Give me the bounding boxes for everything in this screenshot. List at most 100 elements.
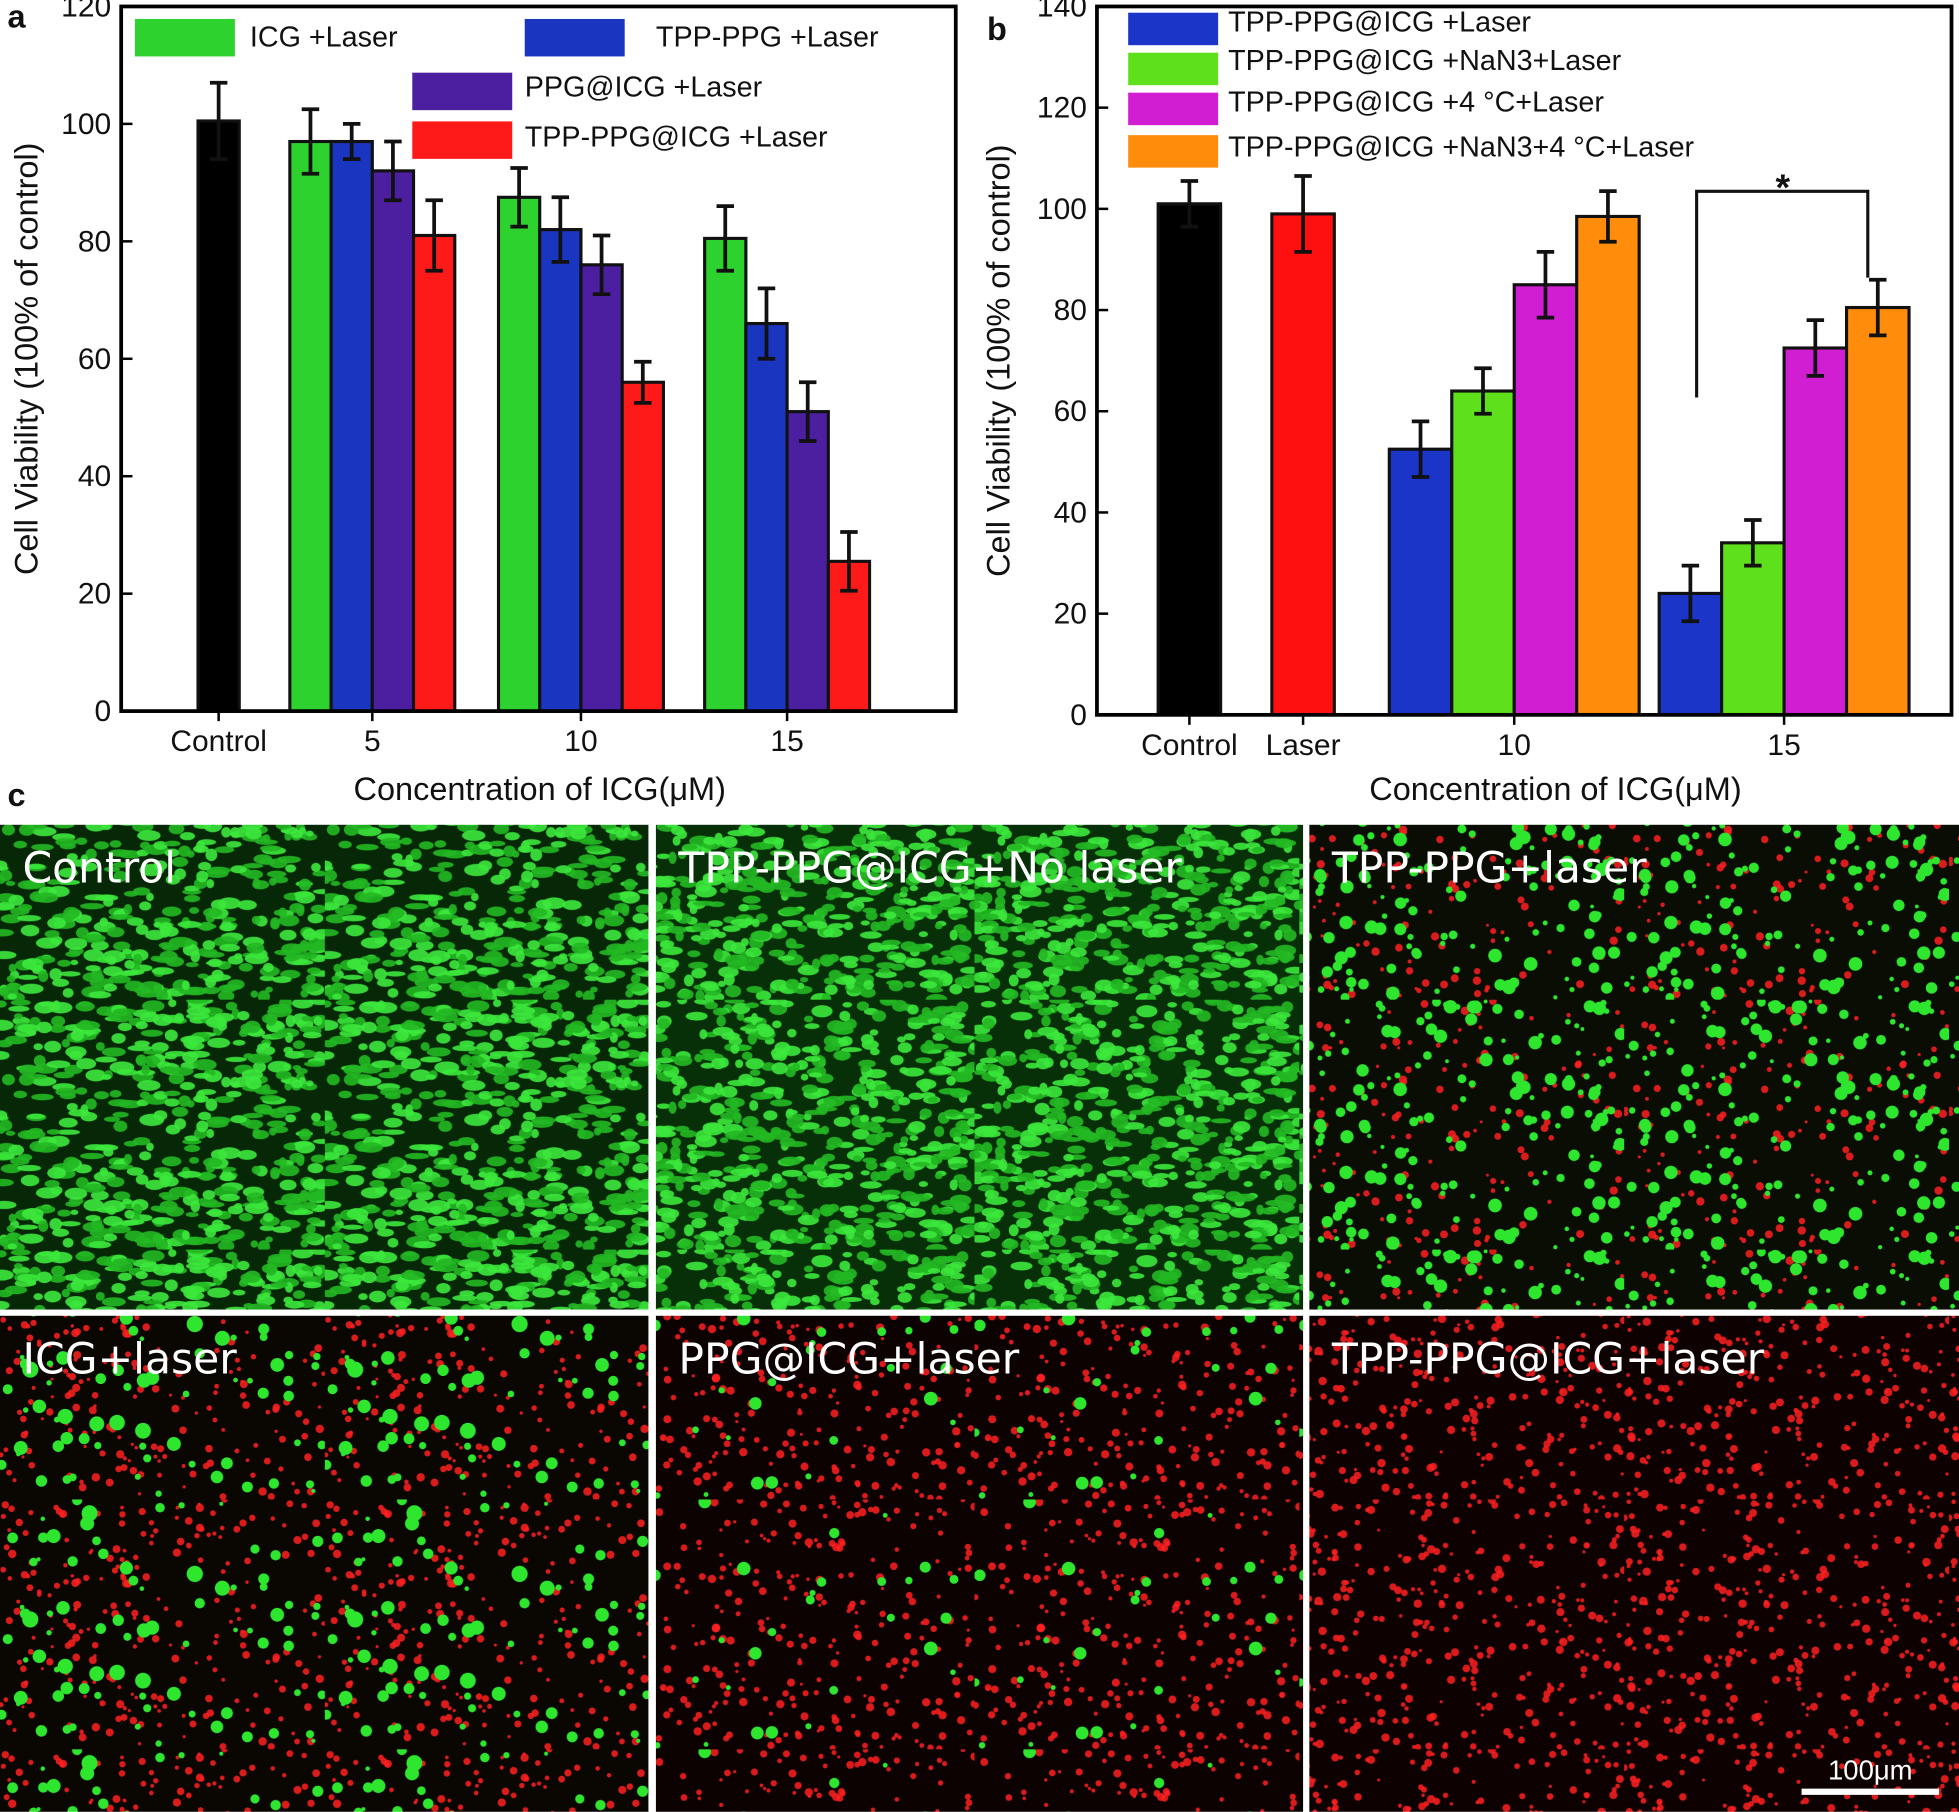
- error-bar: [1411, 419, 1430, 479]
- legend-label: ICG +Laser: [250, 21, 398, 53]
- bar: [496, 195, 542, 713]
- plot-frame: [1095, 4, 1954, 717]
- y-tick-label: 100: [61, 108, 111, 141]
- y-tick-label: 120: [1037, 92, 1087, 125]
- error-bar: [1744, 518, 1762, 568]
- micrograph: [655, 1315, 1304, 1812]
- legend-swatch: [412, 121, 513, 159]
- bar: [1575, 214, 1641, 717]
- micrograph: [1309, 824, 1959, 1310]
- error-bar: [209, 80, 228, 162]
- error-bar: [1806, 318, 1825, 378]
- legend-swatch: [1128, 52, 1219, 86]
- y-tick-label: 40: [78, 460, 111, 493]
- bar: [329, 139, 374, 713]
- error-bar: [1681, 563, 1700, 624]
- micrograph: [0, 824, 649, 1310]
- y-tick-label: 140: [1037, 0, 1087, 23]
- error-bar: [1180, 179, 1199, 229]
- legend-label: TPP-PPG@ICG +Laser: [525, 121, 828, 153]
- bar: [620, 380, 665, 713]
- error-bar: [1474, 366, 1492, 416]
- error-bar: [384, 139, 402, 203]
- error-bar: [716, 204, 735, 273]
- error-bar: [1536, 249, 1555, 320]
- x-tick-label: Control: [1141, 729, 1238, 762]
- error-bar: [1599, 189, 1617, 244]
- bar: [579, 263, 624, 713]
- legend-swatch: [1128, 135, 1219, 168]
- bar: [1782, 346, 1849, 717]
- error-bar: [301, 107, 320, 176]
- bar: [1270, 212, 1336, 717]
- bar: [196, 119, 241, 713]
- bar: [1512, 283, 1579, 717]
- bar: [703, 236, 748, 713]
- legend-swatch: [134, 18, 235, 57]
- y-tick-label: 20: [1054, 598, 1087, 631]
- error-bar: [798, 380, 817, 443]
- scale-bar-label: 100μm: [1828, 1754, 1913, 1785]
- legend-label: TPP-PPG +Laser: [656, 21, 879, 53]
- error-bar: [757, 286, 776, 361]
- error-bar: [551, 195, 570, 264]
- legend-swatch: [524, 18, 625, 57]
- y-tick-label: 20: [78, 578, 111, 611]
- x-tick-label: 10: [1498, 729, 1531, 762]
- x-tick-label: 15: [770, 725, 803, 758]
- panel-label: b: [987, 11, 1007, 47]
- error-bar: [634, 359, 652, 405]
- micrograph: [0, 1315, 649, 1812]
- x-tick-label: Laser: [1266, 729, 1341, 762]
- micrograph-title: ICG+laser: [22, 1335, 237, 1384]
- plot-frame: [119, 4, 958, 713]
- legend-swatch: [1128, 92, 1219, 126]
- panel-label: c: [7, 777, 25, 813]
- y-tick-label: 60: [1054, 395, 1087, 428]
- error-bar: [1294, 174, 1312, 254]
- x-axis-title: Concentration of ICG(μM): [1369, 771, 1741, 807]
- error-bar: [342, 122, 361, 162]
- x-tick-label: Control: [170, 725, 267, 758]
- micrograph-title: TPP-PPG+laser: [1331, 844, 1647, 893]
- legend-label: PPG@ICG +Laser: [525, 71, 763, 103]
- significance-bracket: [1695, 189, 1870, 398]
- micrograph-title: TPP-PPG@ICG+No laser: [677, 844, 1182, 893]
- y-axis-title: Cell Viability (100% of control): [980, 144, 1016, 577]
- bar: [538, 228, 583, 713]
- legend-swatch: [1128, 12, 1219, 46]
- micrograph-title: Control: [22, 844, 176, 893]
- panel-label: a: [7, 0, 26, 35]
- y-tick-label: 0: [95, 695, 112, 728]
- micrograph: [1309, 1315, 1959, 1812]
- x-tick-label: 10: [564, 725, 597, 758]
- legend-label: TPP-PPG@ICG +NaN3+Laser: [1228, 45, 1621, 77]
- micrograph: [655, 824, 1304, 1310]
- legend-label: TPP-PPG@ICG +NaN3+4 °C+Laser: [1228, 131, 1694, 163]
- bar: [288, 139, 333, 713]
- error-bar: [1869, 277, 1887, 338]
- x-tick-label: 15: [1767, 729, 1800, 762]
- y-tick-label: 40: [1054, 496, 1087, 529]
- bar: [744, 321, 789, 713]
- error-bar: [592, 233, 611, 297]
- y-tick-label: 0: [1070, 699, 1087, 732]
- bar: [1720, 541, 1786, 717]
- micrograph-title: PPG@ICG+laser: [678, 1335, 1019, 1384]
- bar: [1156, 202, 1223, 717]
- bar: [1450, 389, 1516, 717]
- bar: [411, 233, 457, 713]
- legend-swatch: [412, 72, 513, 111]
- significance-mark: *: [1776, 166, 1791, 208]
- y-tick-label: 60: [78, 343, 111, 376]
- y-tick-label: 80: [1054, 294, 1087, 327]
- x-tick-label: 5: [364, 725, 381, 758]
- y-tick-label: 120: [61, 0, 111, 23]
- y-tick-label: 80: [78, 225, 111, 258]
- bar: [1387, 447, 1454, 717]
- bar: [1844, 305, 1911, 717]
- micrograph-title: TPP-PPG@ICG+laser: [1331, 1335, 1765, 1384]
- error-bar: [510, 166, 528, 229]
- error-bar: [425, 198, 443, 273]
- y-axis-title: Cell Viability (100% of control): [8, 143, 44, 576]
